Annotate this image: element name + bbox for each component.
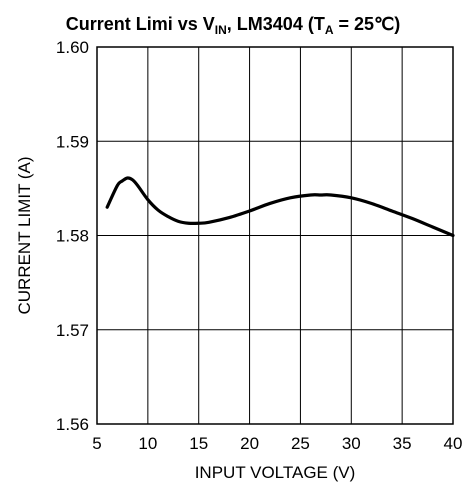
title-subscript-in: IN (214, 23, 227, 37)
y-tick-label: 1.60 (56, 38, 89, 57)
title-part-2: , LM3404 (T (226, 14, 325, 34)
y-axis-label: CURRENT LIMIT (A) (15, 156, 34, 314)
grid-layer: 5 10 15 20 25 30 35 40 (92, 47, 462, 453)
x-tick-label: 10 (138, 434, 157, 453)
y-tick-label: 1.59 (56, 132, 89, 151)
title-part-3: = 25℃) (333, 14, 401, 34)
x-tick-label: 25 (291, 434, 310, 453)
chart-title: Current Limi vs VIN, LM3404 (TA = 25℃) (0, 14, 466, 37)
x-axis-label: INPUT VOLTAGE (V) (195, 463, 356, 482)
title-part-1: Current Limi vs V (65, 14, 215, 34)
x-tick-label: 40 (444, 434, 463, 453)
x-tick-label: 30 (342, 434, 361, 453)
x-tick-label: 35 (393, 434, 412, 453)
series-line (105, 176, 455, 238)
tick-layer: 1.60 1.59 1.58 1.57 1.56 (56, 38, 89, 434)
x-tick-label: 20 (240, 434, 259, 453)
title-subscript-a: A (324, 23, 334, 37)
y-tick-label: 1.58 (56, 227, 89, 246)
y-tick-label: 1.56 (56, 415, 89, 434)
y-tick-label: 1.57 (56, 321, 89, 340)
x-tick-label: 5 (92, 434, 101, 453)
x-tick-label: 15 (189, 434, 208, 453)
